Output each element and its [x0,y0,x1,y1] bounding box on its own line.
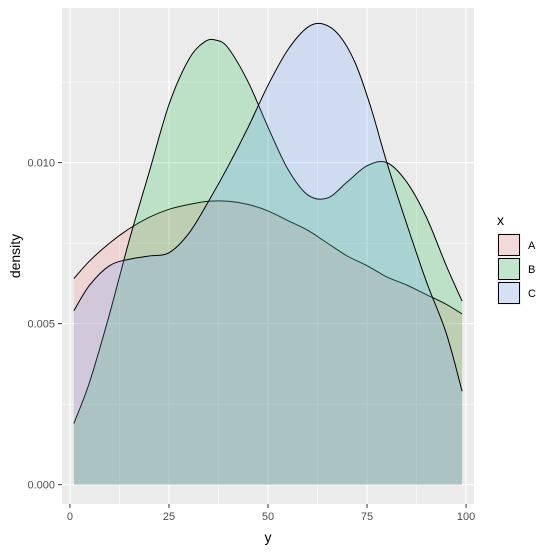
y-tick-label: 0.005 [27,319,55,331]
density-area-B [73,39,463,485]
legend-label-C: C [528,288,536,300]
x-tick-label: 50 [262,511,274,523]
legend-key-B [498,258,520,280]
density-curve-B [73,38,463,424]
legend-key-bg [497,233,521,257]
density-areas [73,22,463,485]
legend-key-bg [497,257,521,281]
density-area-C [73,23,463,485]
legend-key-C [498,282,520,304]
legend-label-B: B [528,264,535,276]
density-curve-C [73,22,463,392]
y-axis-title: density [7,234,23,278]
y-axis-ticks: 0.000 0.005 0.010 [27,158,62,492]
y-tick-label: 0.010 [27,158,55,170]
x-tick-label: 25 [163,511,175,523]
legend: x ABC [497,212,536,305]
legend-title: x [497,212,504,228]
legend-key-A [498,234,520,256]
major-gridlines [62,8,474,504]
density-area-A [73,200,463,485]
x-axis-ticks: 0 25 50 75 100 [67,504,475,523]
x-tick-label: 100 [457,511,475,523]
y-tick-label: 0.000 [27,480,55,492]
density-curve-A [73,200,463,315]
legend-label-A: A [528,240,536,252]
x-tick-label: 0 [67,511,73,523]
x-tick-label: 75 [361,511,373,523]
x-axis-title: y [265,529,272,545]
legend-key-bg [497,281,521,305]
